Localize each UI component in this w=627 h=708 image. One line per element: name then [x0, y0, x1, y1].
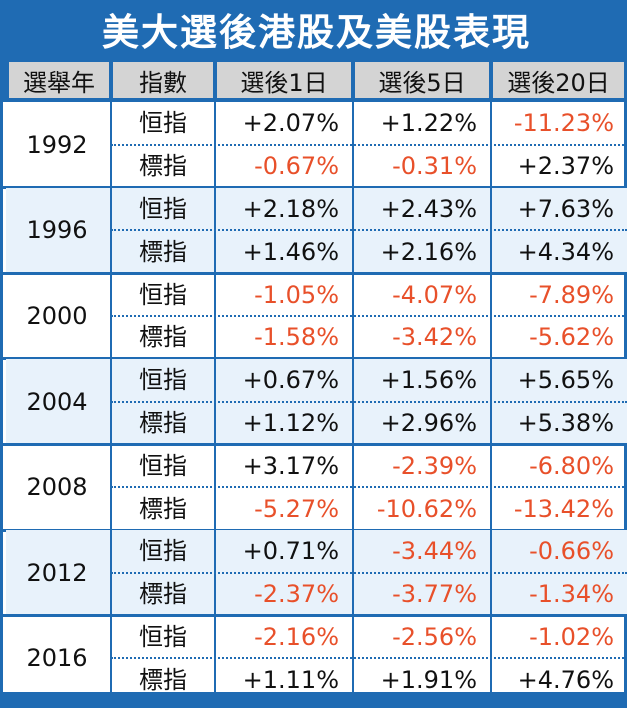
value-cell: -4.07% [392, 280, 477, 309]
value-cell: -6.80% [529, 451, 614, 480]
value-cell: +1.22% [380, 109, 477, 138]
year-cell: 2004 [26, 387, 88, 416]
value-cell: -7.89% [529, 280, 614, 309]
bottom-bar [3, 692, 627, 708]
year-cell: 2000 [26, 302, 88, 330]
dotted-separator [111, 229, 627, 232]
value-cell: -1.05% [254, 280, 339, 309]
year-cell: 2012 [26, 558, 88, 587]
value-cell: +2.07% [242, 109, 339, 138]
value-cell: -13.42% [513, 494, 614, 523]
year-cell: 2008 [26, 473, 88, 502]
value-cell: -1.34% [529, 580, 614, 609]
value-cell: +2.16% [380, 237, 477, 266]
value-cell: -0.66% [529, 537, 614, 566]
header-day5: 選後5日 [355, 62, 489, 98]
page-title: 美大選後港股及美股表現 [102, 11, 531, 54]
index-name: 標指 [139, 152, 187, 181]
dotted-separator [111, 486, 627, 489]
dotted-separator [111, 143, 627, 146]
dotted-separator [111, 400, 627, 403]
value-cell: -0.31% [392, 152, 477, 181]
value-cell: -1.02% [529, 623, 614, 651]
value-cell: -3.77% [392, 580, 477, 609]
value-cell: +1.12% [242, 409, 339, 437]
header-day1: 選後1日 [217, 62, 351, 98]
value-cell: -0.67% [254, 152, 339, 181]
header-year: 選舉年 [9, 62, 109, 98]
group-separator [3, 271, 627, 275]
index-name: 標指 [139, 409, 187, 437]
value-cell: -11.23% [513, 109, 614, 138]
value-cell: -2.39% [392, 451, 477, 480]
column-divider [110, 102, 112, 692]
value-cell: -5.27% [254, 494, 339, 523]
value-cell: +1.46% [242, 237, 339, 266]
index-name: 標指 [139, 237, 187, 266]
value-cell: +0.71% [242, 537, 339, 566]
value-cell: -3.44% [392, 537, 477, 566]
value-cell: +4.34% [517, 237, 614, 266]
value-cell: +5.65% [517, 366, 614, 395]
header-row: 選舉年 指數 選後1日 選後5日 選後20日 [3, 58, 627, 102]
index-name: 恒指 [139, 451, 187, 480]
index-name: 恒指 [139, 623, 187, 651]
value-cell: -10.62% [376, 494, 477, 523]
value-cell: +1.56% [380, 366, 477, 395]
year-cell: 1996 [26, 216, 88, 245]
group-separator [3, 614, 627, 618]
dotted-separator [111, 315, 627, 317]
value-cell: +4.76% [517, 665, 614, 694]
index-name: 恒指 [139, 195, 187, 223]
value-cell: +1.91% [380, 665, 477, 694]
year-cell: 1992 [26, 130, 88, 159]
column-divider [490, 102, 492, 692]
value-cell: +5.38% [517, 409, 614, 437]
value-cell: -1.58% [254, 323, 339, 352]
value-cell: -2.56% [392, 623, 477, 651]
index-name: 標指 [139, 494, 187, 523]
index-name: 恒指 [139, 537, 187, 566]
value-cell: +7.63% [517, 195, 614, 223]
column-divider [214, 102, 216, 692]
value-cell: +1.11% [242, 665, 339, 694]
index-name: 恒指 [139, 366, 187, 395]
index-name: 標指 [139, 580, 187, 609]
header-day20: 選後20日 [493, 62, 624, 98]
index-name: 標指 [139, 323, 187, 352]
title-bar: 美大選後港股及美股表現 [3, 0, 627, 58]
index-name: 標指 [139, 665, 187, 694]
value-cell: -3.42% [392, 323, 477, 352]
value-cell: +0.67% [242, 366, 339, 395]
value-cell: -2.16% [254, 623, 339, 651]
value-cell: +2.18% [242, 195, 339, 223]
value-cell: +3.17% [242, 451, 339, 480]
value-cell: -2.37% [254, 580, 339, 609]
index-name: 恒指 [139, 109, 187, 138]
year-cell: 2016 [26, 644, 88, 673]
value-cell: +2.37% [517, 152, 614, 181]
dotted-separator [111, 657, 627, 660]
header-index: 指數 [113, 62, 213, 98]
group-separator [3, 442, 627, 446]
dotted-separator [111, 571, 627, 574]
index-name: 恒指 [139, 280, 187, 309]
value-cell: -5.62% [529, 323, 614, 352]
column-divider [352, 102, 354, 692]
value-cell: +2.43% [380, 195, 477, 223]
value-cell: +2.96% [380, 409, 477, 437]
